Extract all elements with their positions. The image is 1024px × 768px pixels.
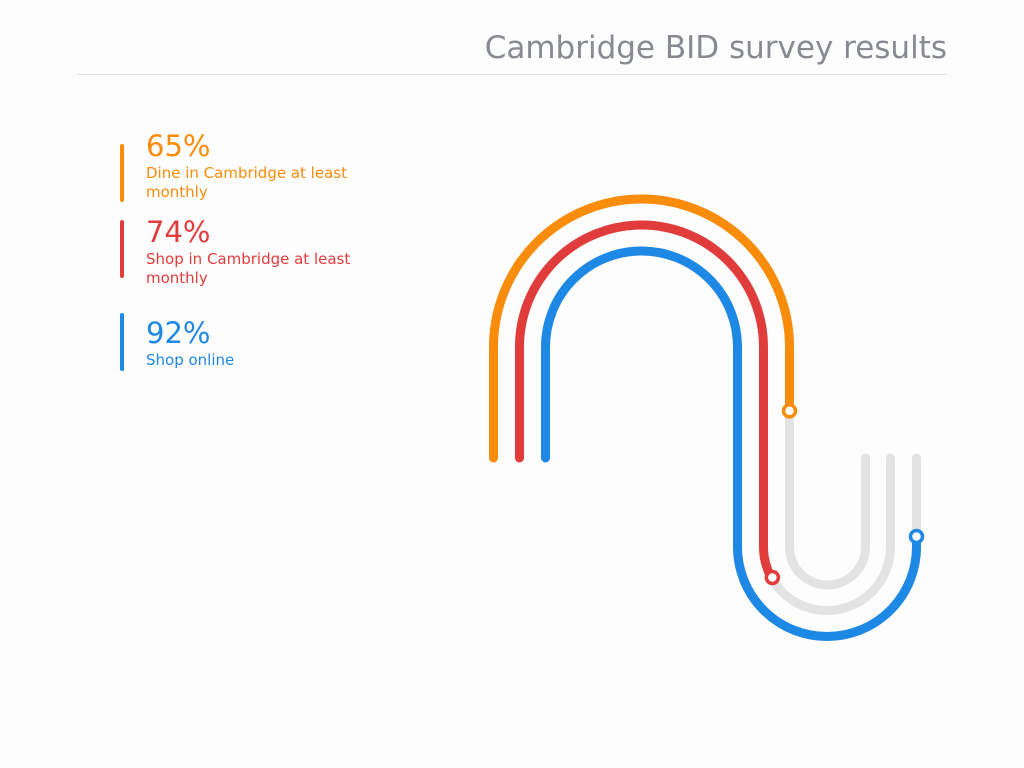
legend-item-shop-online: 92% Shop online	[120, 313, 390, 385]
legend-label: Dine in Cambridge at least monthly	[146, 164, 347, 201]
gauge-bar	[541, 246, 921, 641]
legend-color-bar	[120, 144, 124, 202]
legend-label: Shop online	[146, 351, 235, 369]
gauge-end-marker	[764, 569, 781, 586]
title-divider	[77, 74, 947, 75]
gauge-bar	[515, 220, 895, 615]
chart-title: Cambridge BID survey results	[484, 30, 947, 66]
legend-color-bar	[120, 313, 124, 371]
legend-color-bar	[120, 220, 124, 278]
gauge-bar	[489, 194, 870, 590]
legend: 65% Dine in Cambridge at least monthly 7…	[120, 128, 390, 385]
legend-value: 92%	[146, 316, 211, 350]
legend-value: 74%	[146, 215, 211, 249]
legend-label: Shop in Cambridge at least monthly	[146, 250, 351, 287]
legend-item-dine: 65% Dine in Cambridge at least monthly	[120, 128, 390, 204]
legend-value: 65%	[146, 129, 211, 163]
gauge-end-marker	[908, 528, 925, 545]
legend-item-shop-cambridge: 74% Shop in Cambridge at least monthly	[120, 214, 390, 300]
gauge-end-marker	[781, 403, 798, 419]
